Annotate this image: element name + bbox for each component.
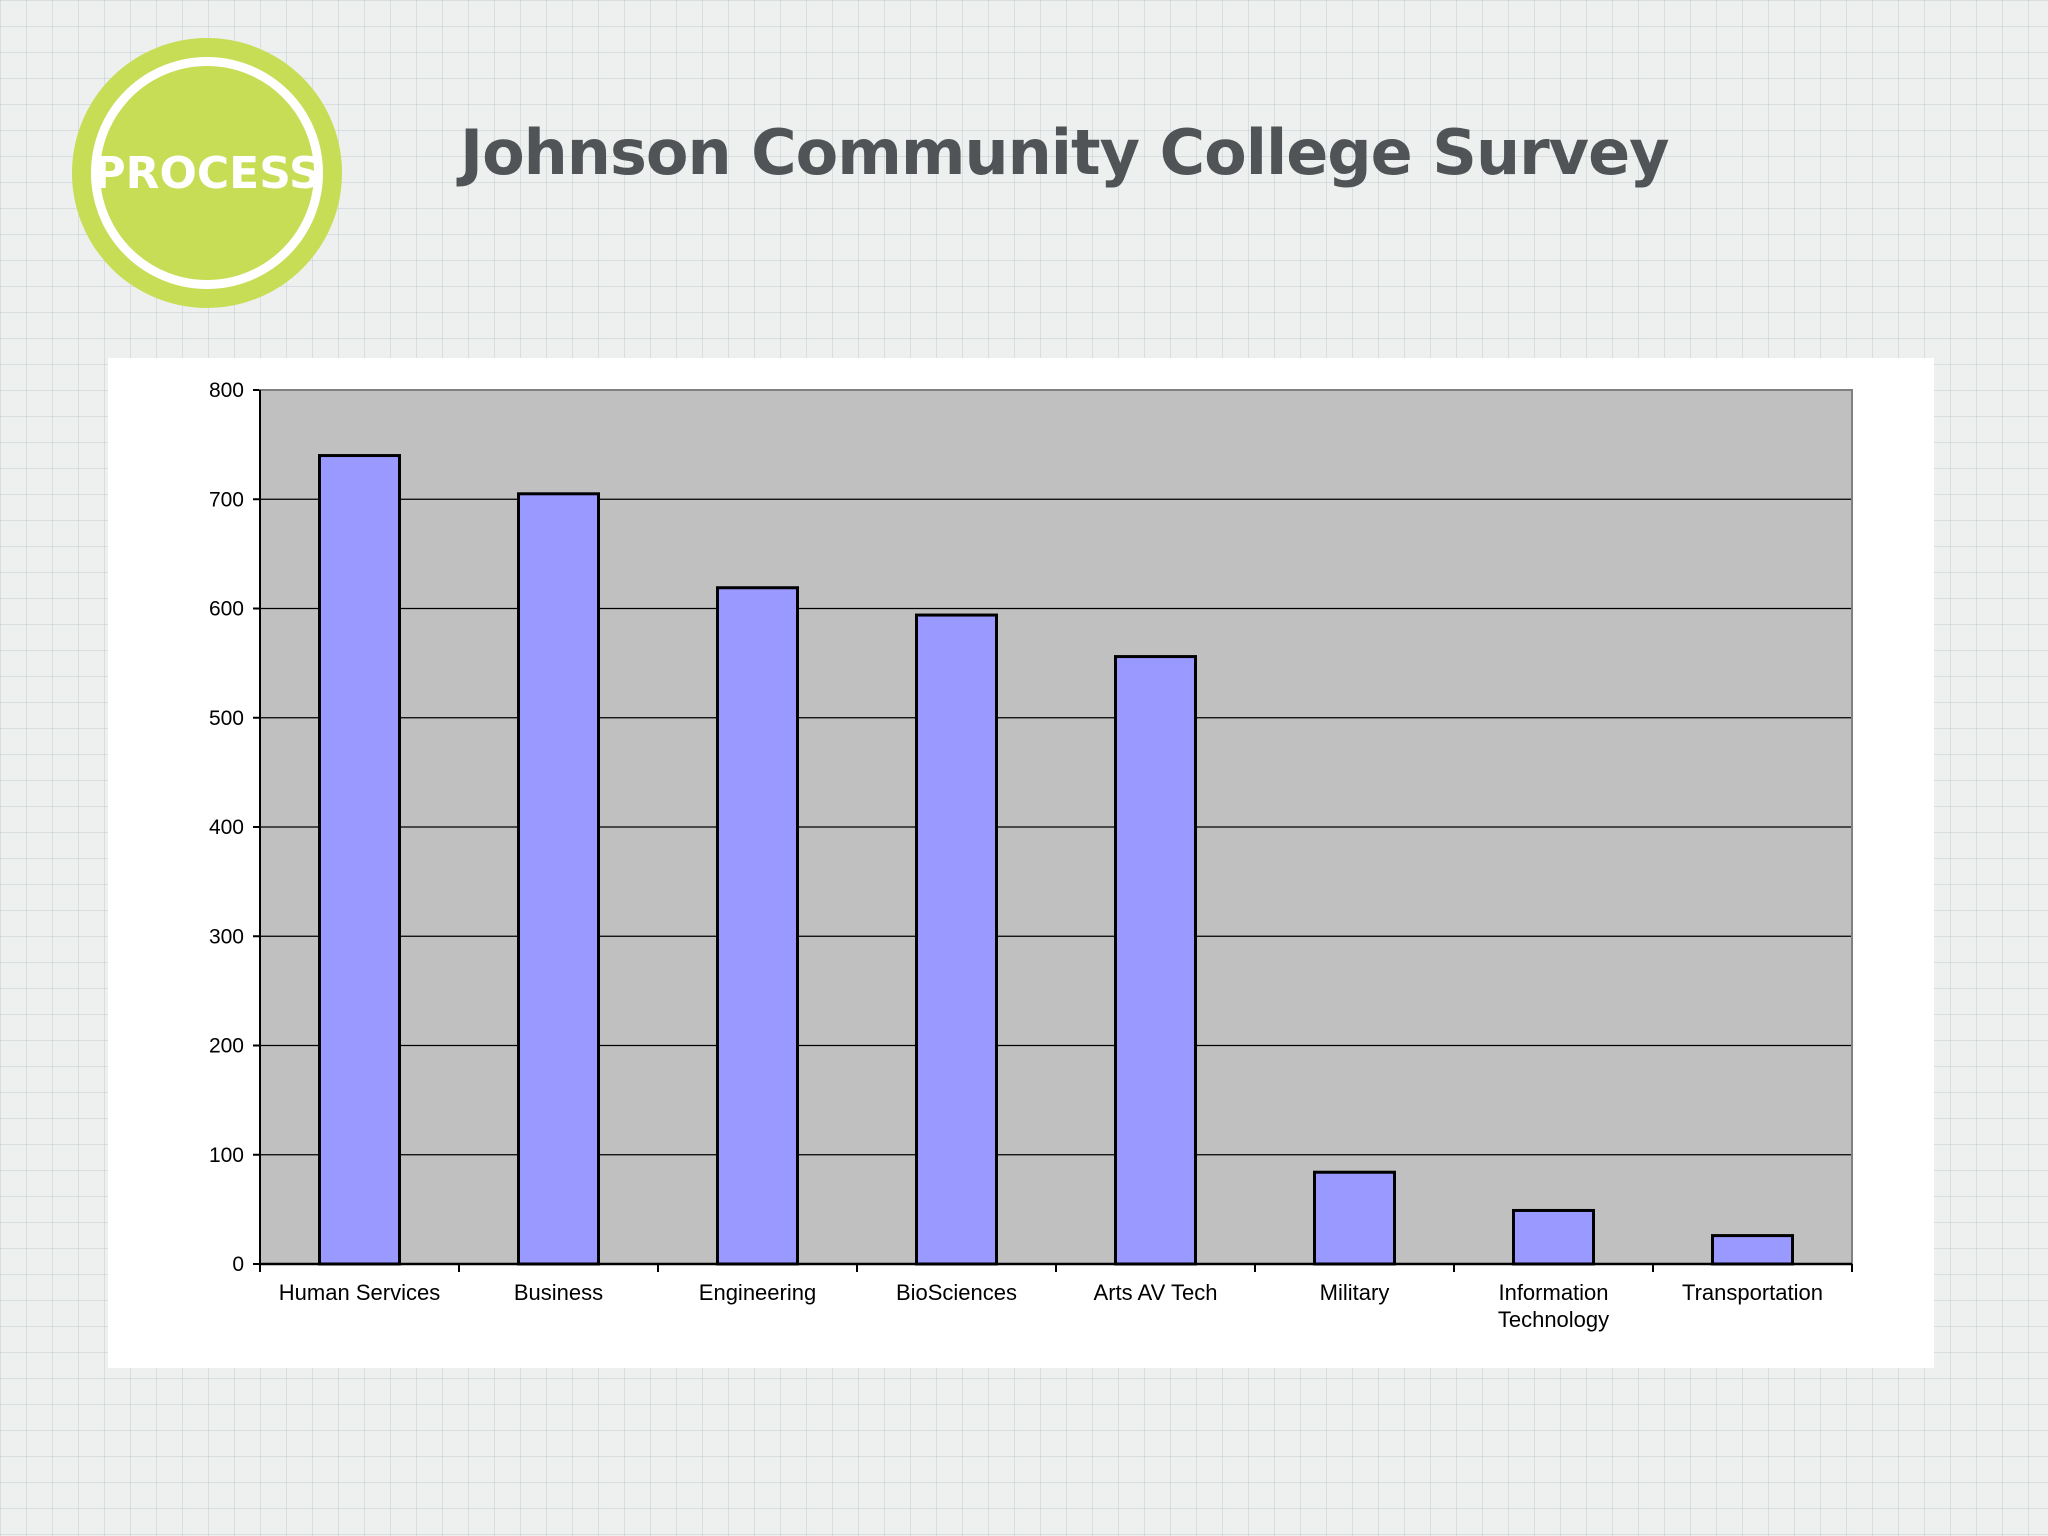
bar-human-services [318,454,401,1266]
process-badge: PROCESS [72,38,342,308]
page-title: Johnson Community College Survey [460,116,1670,189]
y-tick-label: 400 [209,816,244,839]
x-tick-label: Engineering [699,1280,816,1305]
y-tick-label: 500 [209,707,244,730]
x-tick-label: Information [1498,1280,1608,1305]
x-tick-label: Arts AV Tech [1094,1280,1218,1305]
x-tick-label: Military [1320,1280,1390,1305]
y-tick-label: 100 [209,1144,244,1167]
y-tick-label: 300 [209,925,244,948]
x-tick-label: Business [514,1280,603,1305]
bar-transportation [1711,1234,1794,1266]
bar-military [1313,1170,1396,1266]
process-badge-label: PROCESS [91,57,323,289]
x-tick-label: Human Services [279,1280,440,1305]
chart-panel: 0 100 200 300 400 500 600 700 800 Human Services B… [108,358,1934,1368]
bar-chart: 0 100 200 300 400 500 600 700 800 Human Services B… [209,379,1853,1332]
x-tick-label: Transportation [1682,1280,1823,1305]
bar-business [517,492,600,1266]
bar-information-technology [1512,1208,1595,1266]
y-tick-label: 700 [209,488,244,511]
bar-biosciences [915,613,998,1266]
x-tick-label: Technology [1498,1307,1609,1332]
y-tick-label: 200 [209,1035,244,1058]
y-tick-label: 0 [232,1253,244,1276]
x-tick-label: BioSciences [896,1280,1017,1305]
y-tick-label: 600 [209,598,244,621]
bar-arts-av-tech [1114,655,1197,1266]
y-tick-label: 800 [209,379,244,402]
bar-engineering [716,586,799,1266]
